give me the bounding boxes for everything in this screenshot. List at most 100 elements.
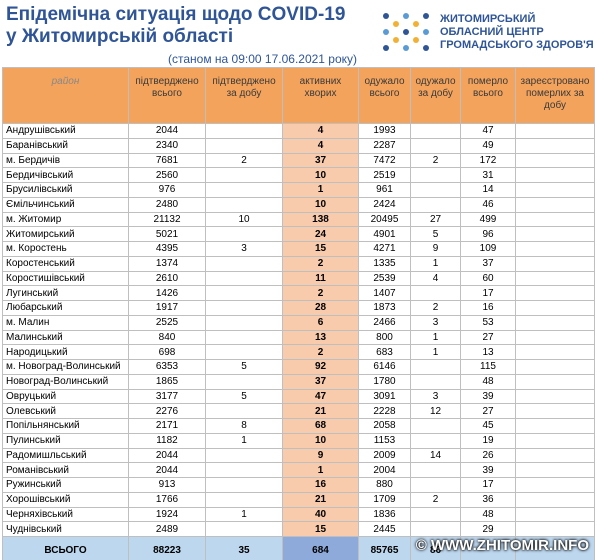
row-label: Попільнянський: [2, 418, 129, 434]
cell: 7472: [358, 152, 411, 169]
cell: [205, 314, 283, 331]
cell: 1993: [358, 123, 411, 139]
cell: 39: [460, 388, 516, 405]
row-label: Коростишівський: [2, 270, 129, 287]
cell: [205, 167, 283, 183]
cell: [410, 137, 461, 154]
cell: [515, 270, 595, 287]
cell: 36: [460, 491, 516, 508]
cell: 2044: [128, 462, 206, 478]
cell: 7681: [128, 152, 206, 169]
cell: 1780: [358, 373, 411, 390]
row-label: м. Малин: [2, 314, 129, 331]
cell: 2004: [358, 462, 411, 478]
cell: [205, 521, 283, 537]
cell: 2445: [358, 521, 411, 537]
column-header: одужало за добу: [410, 67, 461, 124]
cell: 800: [358, 329, 411, 346]
cell: 6: [282, 314, 359, 331]
row-label: Хорошівський: [2, 491, 129, 508]
cell: [205, 270, 283, 287]
cell: 109: [460, 241, 516, 257]
table-row: Хорошівський 1766 21 1709 2 36: [2, 491, 595, 508]
cell: 10: [282, 167, 359, 183]
cell: 4: [282, 123, 359, 139]
cell: 2171: [128, 418, 206, 434]
cell: 2466: [358, 314, 411, 331]
table-row: Коростенський 1374 2 1335 1 37: [2, 255, 595, 272]
cell: 20495: [358, 211, 411, 228]
table-row: Бердичівський 2560 10 2519 31: [2, 167, 595, 183]
cell: 39: [460, 462, 516, 478]
cell: 3177: [128, 388, 206, 405]
cell: [205, 403, 283, 419]
table-row: м. Житомир 21132 10 138 20495 27 499: [2, 211, 595, 228]
cell: 6146: [358, 359, 411, 375]
cell: [515, 211, 595, 228]
table-row: Овруцький 3177 5 47 3091 3 39: [2, 388, 595, 405]
cell: 1153: [358, 432, 411, 449]
logo-line: ГРОМАДСЬКОГО ЗДОРОВ'Я: [440, 39, 594, 51]
cell: 21: [282, 403, 359, 419]
cell: [515, 167, 595, 183]
cell: 1407: [358, 285, 411, 301]
cell: 1335: [358, 255, 411, 272]
table-row: Попільнянський 2171 8 68 2058 45: [2, 418, 595, 434]
table-row: м. Бердичів 7681 2 37 7472 2 172: [2, 152, 595, 169]
cell: 1873: [358, 300, 411, 316]
table-row: Олевський 2276 21 2228 12 27: [2, 403, 595, 419]
table-row: Черняхівський 1924 1 40 1836 48: [2, 506, 595, 523]
cell: 85765: [358, 536, 411, 560]
table-row: м. Коростень 4395 3 15 4271 9 109: [2, 241, 595, 257]
row-label: м. Новоград-Волинський: [2, 359, 129, 375]
cell: [205, 329, 283, 346]
cell: 16: [460, 300, 516, 316]
table-row: Любарський 1917 28 1873 2 16: [2, 300, 595, 316]
cell: [515, 477, 595, 493]
cell: 27: [460, 329, 516, 346]
cell: 1: [282, 462, 359, 478]
cell: 10: [282, 196, 359, 213]
cell: [515, 152, 595, 169]
column-header: зареєстровано померлих за добу: [515, 67, 595, 124]
row-label: Бердичівський: [2, 167, 129, 183]
cell: [460, 536, 516, 560]
cell: [410, 359, 461, 375]
cell: 840: [128, 329, 206, 346]
cell: 27: [460, 403, 516, 419]
cell: [515, 314, 595, 331]
cell: 60: [460, 270, 516, 287]
cell: 37: [460, 255, 516, 272]
cell: 10: [282, 432, 359, 449]
row-label: Новоград-Волинський: [2, 373, 129, 390]
cell: 1182: [128, 432, 206, 449]
cell: 2480: [128, 196, 206, 213]
row-label: Малинський: [2, 329, 129, 346]
cell: 48: [460, 373, 516, 390]
row-label: Ружинський: [2, 477, 129, 493]
cell: 15: [282, 521, 359, 537]
cell: [410, 373, 461, 390]
cell: 37: [282, 152, 359, 169]
cell: 1766: [128, 491, 206, 508]
cell: 3: [205, 241, 283, 257]
cell: [515, 226, 595, 242]
column-header: померло всього: [460, 67, 516, 124]
cell: [515, 491, 595, 508]
cell: 9: [410, 241, 461, 257]
cell: 86: [410, 536, 461, 560]
row-label: ВСЬОГО: [2, 536, 129, 560]
row-label: Коростенський: [2, 255, 129, 272]
cell: 499: [460, 211, 516, 228]
cell: 1865: [128, 373, 206, 390]
cell: 2: [410, 152, 461, 169]
watermark: © WWW.ZHITOMIR.INFO: [415, 537, 589, 554]
cell: [205, 182, 283, 198]
cell: 684: [282, 536, 359, 560]
cell: 1: [205, 432, 283, 449]
cell: 53: [460, 314, 516, 331]
cell: 2: [205, 152, 283, 169]
row-label: Овруцький: [2, 388, 129, 405]
cell: 2228: [358, 403, 411, 419]
